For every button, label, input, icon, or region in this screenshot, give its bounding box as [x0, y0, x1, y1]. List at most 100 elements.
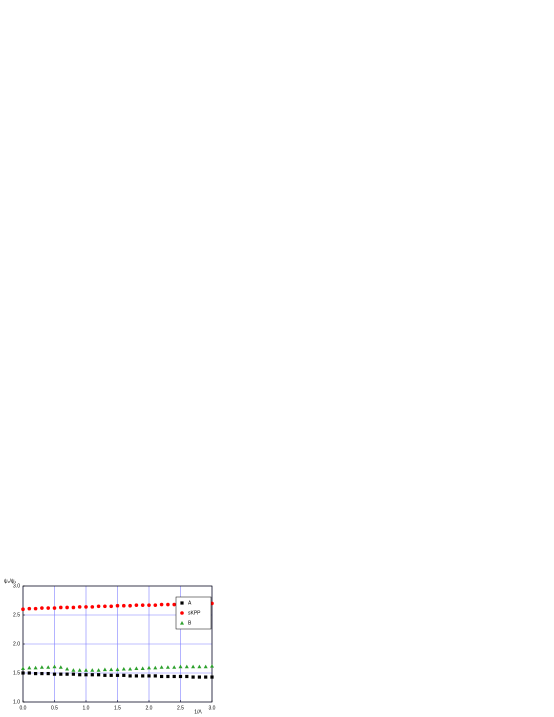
marker [27, 671, 31, 675]
marker [46, 606, 50, 610]
marker [166, 602, 170, 607]
marker [203, 664, 208, 669]
marker [141, 674, 145, 678]
marker [185, 674, 189, 679]
marker [52, 672, 57, 676]
marker [71, 605, 76, 610]
marker [115, 603, 120, 608]
marker [147, 603, 151, 607]
y-tick-label: 1.0 [13, 699, 20, 705]
marker [140, 603, 145, 607]
marker [84, 605, 88, 609]
marker [153, 674, 157, 678]
marker [21, 607, 25, 611]
marker [122, 603, 126, 608]
marker [191, 664, 196, 669]
marker [197, 664, 202, 669]
y-tick-label: 2.0 [13, 641, 20, 647]
x-tick-label: 2.0 [146, 705, 153, 711]
marker [134, 666, 139, 670]
marker [134, 603, 139, 607]
marker [165, 665, 170, 669]
marker [115, 673, 120, 677]
x-tick-label: 1.0 [83, 705, 90, 711]
marker [27, 665, 32, 670]
marker [197, 675, 201, 679]
x-tick-label: 0.5 [51, 705, 58, 711]
marker [90, 673, 94, 677]
marker [172, 602, 176, 607]
marker [153, 603, 158, 607]
marker [52, 606, 57, 610]
marker [184, 664, 189, 669]
marker [27, 606, 32, 611]
x-tick-label: 0.0 [20, 705, 27, 711]
marker [147, 665, 151, 670]
marker [96, 668, 101, 672]
marker [59, 605, 63, 610]
marker [109, 604, 113, 609]
marker [59, 672, 63, 676]
marker [172, 665, 177, 669]
marker [159, 665, 164, 669]
marker [90, 668, 95, 672]
x-tick-label: 1.5 [114, 705, 121, 711]
marker [65, 666, 70, 671]
marker [180, 611, 184, 615]
marker [210, 664, 214, 668]
x-tick-label: 3.0 [209, 705, 216, 711]
marker [210, 675, 214, 679]
marker [128, 674, 132, 678]
marker [204, 675, 208, 679]
marker [122, 673, 126, 677]
plot-frame [22, 585, 213, 703]
marker [46, 671, 50, 676]
marker [33, 606, 38, 611]
marker [166, 674, 170, 679]
x-axis-label: 1/Λ [194, 709, 202, 715]
marker [172, 674, 176, 679]
marker [34, 671, 38, 676]
y-tick-label: 3.0 [13, 583, 20, 589]
marker [71, 672, 75, 676]
marker [58, 665, 63, 669]
marker [178, 674, 183, 679]
marker [52, 664, 57, 669]
marker [134, 674, 138, 678]
marker [21, 666, 25, 670]
marker [21, 671, 25, 675]
marker [128, 603, 132, 608]
marker [153, 665, 158, 670]
marker [140, 666, 145, 670]
marker [109, 667, 114, 672]
marker [40, 671, 44, 676]
marker [109, 673, 113, 677]
marker [96, 604, 101, 609]
marker [102, 667, 107, 672]
marker [180, 621, 184, 625]
marker [65, 605, 69, 610]
marker [77, 668, 82, 672]
legend-label: sKPP [188, 610, 201, 616]
marker [84, 668, 88, 672]
marker [178, 664, 183, 669]
marker [90, 605, 95, 609]
marker [46, 665, 51, 669]
marker [115, 667, 120, 672]
marker [103, 604, 107, 609]
marker [103, 673, 107, 677]
y-tick-label: 1.5 [13, 670, 20, 676]
marker [191, 675, 195, 679]
marker [121, 666, 126, 671]
legend-label: B [188, 620, 192, 626]
marker [180, 601, 184, 605]
marker [159, 602, 164, 607]
marker [84, 673, 88, 677]
legend-label: A [188, 600, 192, 606]
marker [33, 665, 38, 670]
marker [65, 672, 69, 676]
marker [71, 668, 76, 672]
marker [40, 606, 44, 610]
